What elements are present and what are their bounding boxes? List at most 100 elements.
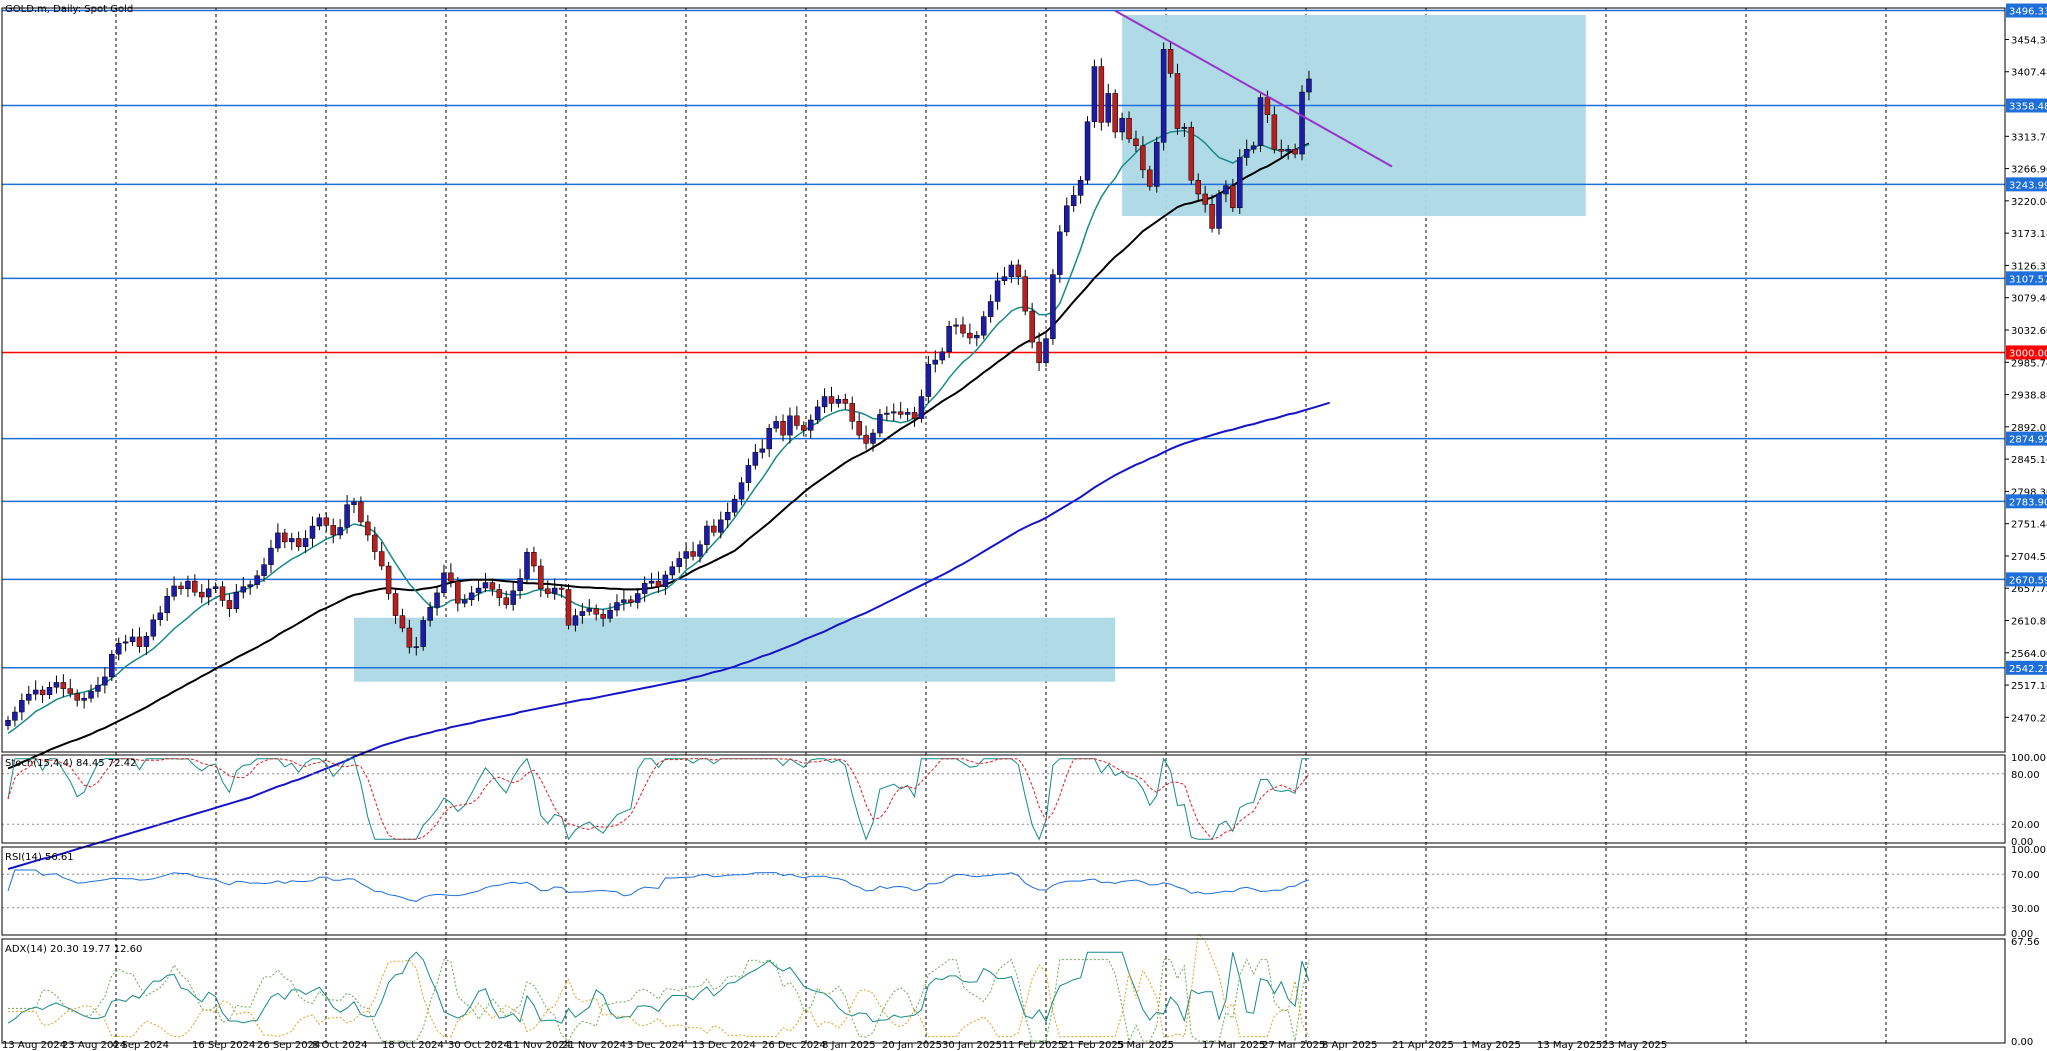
candle-body-152 (1057, 231, 1063, 275)
date-label-4: 26 Sep 2024 (257, 1040, 320, 1051)
candle-body-185 (1285, 148, 1291, 152)
date-label-3: 16 Sep 2024 (192, 1040, 255, 1051)
date-label-8: 11 Nov 2024 (507, 1040, 571, 1051)
date-label-18: 5 Mar 2025 (1117, 1040, 1174, 1051)
candle-body-125 (870, 432, 876, 444)
candle-body-25 (178, 585, 184, 589)
level-tag-5 (2006, 431, 2047, 446)
candle-body-114 (794, 415, 800, 426)
candle-body-46 (323, 517, 330, 526)
candle-body-81 (565, 589, 572, 626)
candle-body-139 (967, 332, 973, 339)
candle-body-113 (787, 415, 793, 436)
candle-body-61 (427, 607, 433, 621)
candle-body-90 (628, 599, 634, 603)
candle-body-63 (441, 572, 447, 594)
level-tag-6 (2006, 494, 2047, 509)
date-label-10: 3 Dec 2024 (627, 1040, 685, 1051)
level-tag-3 (2006, 271, 2047, 286)
date-label-21: 8 Apr 2025 (1322, 1040, 1377, 1051)
candle-body-98 (683, 551, 689, 559)
candle-body-134 (932, 359, 939, 365)
candle-body-86 (600, 613, 606, 619)
price-tick-17: 2610.86 (2011, 617, 2047, 628)
candle-body-168 (1167, 49, 1174, 74)
trendline-line (1114, 9, 1393, 168)
candle-body-123 (856, 421, 862, 436)
candle-body-111 (773, 421, 779, 429)
candle-body-35 (247, 584, 253, 587)
candle-body-102 (711, 525, 717, 533)
price-tick-0: 3454.34 (2011, 35, 2047, 46)
adx-plus-di-line (8, 958, 1310, 1043)
candle-body-65 (455, 580, 461, 604)
candle-body-187 (1299, 91, 1305, 155)
level-label-0: 3496.33 (2009, 7, 2047, 18)
horizontal-levels (2, 9, 2005, 669)
level-label-2: 3243.99 (2009, 180, 2047, 191)
candle-body-120 (835, 399, 842, 404)
level-label-3: 3107.57 (2009, 274, 2047, 285)
candle-body-7 (53, 682, 60, 688)
candle-body-167 (1160, 49, 1167, 143)
candle-body-69 (482, 582, 489, 589)
candle-body-6 (46, 686, 53, 696)
candle-body-144 (1001, 276, 1008, 282)
zone-0 (354, 617, 1116, 682)
candle-body-112 (780, 421, 786, 436)
candle-body-103 (718, 519, 724, 533)
date-label-5: 8 Oct 2024 (312, 1040, 367, 1051)
candle-body-68 (475, 587, 482, 594)
candle-body-31 (219, 586, 226, 601)
candle-body-141 (980, 316, 987, 336)
level-tag-1 (2006, 98, 2047, 113)
candle-body-72 (503, 597, 509, 605)
date-label-22: 21 Apr 2025 (1392, 1040, 1454, 1051)
candle-body-138 (960, 324, 966, 334)
price-tick-6: 3126.32 (2011, 261, 2047, 272)
price-tick-14: 2751.44 (2011, 520, 2047, 531)
rsi-tick-2: 30.00 (2011, 904, 2040, 915)
candles (5, 41, 1312, 730)
candle-body-1 (12, 711, 18, 721)
date-label-12: 26 Dec 2024 (762, 1040, 826, 1051)
date-label-0: 13 Aug 2024 (2, 1040, 66, 1051)
candle-body-101 (704, 525, 710, 545)
candle-body-53 (372, 534, 378, 552)
candle-body-151 (1050, 274, 1056, 339)
candle-body-28 (199, 591, 205, 598)
candle-body-50 (351, 501, 357, 505)
candle-body-109 (759, 448, 766, 453)
candle-body-161 (1119, 117, 1125, 133)
adx-line (7, 951, 1310, 1024)
candle-body-75 (524, 551, 530, 579)
candle-body-131 (911, 412, 918, 419)
candle-body-24 (171, 585, 177, 597)
date-label-2: 4 Sep 2024 (112, 1040, 169, 1051)
candle-body-3 (26, 693, 32, 701)
date-label-23: 1 May 2025 (1462, 1040, 1521, 1051)
candle-body-83 (579, 611, 586, 616)
candle-body-51 (358, 501, 364, 523)
candle-body-17 (122, 641, 129, 644)
candle-body-156 (1084, 121, 1091, 181)
price-tick-2: 3313.76 (2011, 132, 2047, 143)
candle-body-70 (489, 582, 496, 590)
price-tick-1: 3407.48 (2011, 68, 2047, 79)
candle-body-119 (828, 396, 835, 404)
candle-body-34 (240, 586, 247, 593)
candle-body-130 (904, 412, 911, 415)
candle-body-181 (1257, 97, 1264, 147)
candle-body-127 (884, 412, 890, 415)
candle-body-11 (81, 698, 87, 701)
candle-body-56 (392, 593, 399, 616)
candle-body-146 (1015, 264, 1022, 277)
stoch-tick-2: 20.00 (2011, 820, 2040, 831)
candle-body-92 (641, 582, 648, 594)
rsi-line (7, 869, 1310, 902)
price-axis: 3454.34 3407.48 3313.76 3266.90 3220.04 3173.… (2005, 35, 2047, 724)
candle-body-23 (164, 596, 170, 614)
candle-body-108 (752, 452, 759, 466)
candle-body-179 (1243, 148, 1250, 158)
candle-body-32 (226, 600, 233, 609)
